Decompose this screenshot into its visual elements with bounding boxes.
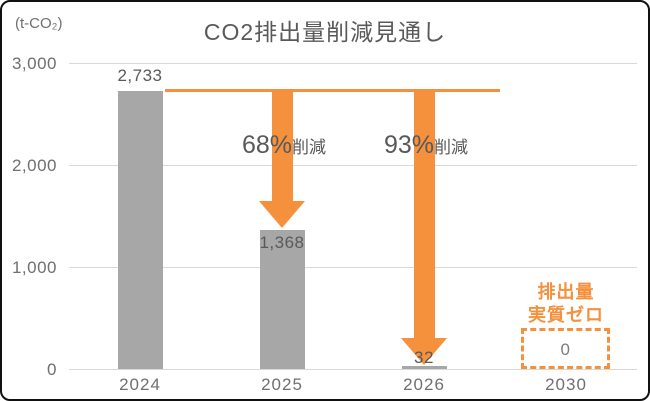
y-axis-tick-label: 1,000 bbox=[11, 257, 57, 277]
reduction-percent: 68% bbox=[241, 131, 293, 159]
y-axis-tick-label: 2,000 bbox=[11, 155, 57, 175]
baseline-line bbox=[165, 89, 500, 93]
bar-value-label: 2,733 bbox=[117, 65, 163, 85]
net-zero-label-line: 排出量 bbox=[537, 282, 595, 302]
reduction-arrow-shaft bbox=[413, 89, 435, 339]
x-axis-label-2030: 2030 bbox=[545, 375, 587, 394]
net-zero-value: 0 bbox=[560, 339, 571, 359]
gridline bbox=[69, 165, 637, 166]
gridline bbox=[69, 267, 637, 268]
bar-value-label: 32 bbox=[414, 348, 434, 368]
y-axis-tick-label: 0 bbox=[47, 359, 57, 379]
reduction-suffix: 削減 bbox=[434, 138, 469, 157]
reduction-arrow-head-icon bbox=[259, 201, 305, 229]
chart-title: CO2排出量削減見通し bbox=[203, 19, 447, 45]
bar-value-label: 1,368 bbox=[259, 232, 305, 252]
reduction-label: 93%削減 bbox=[384, 131, 468, 160]
reduction-label: 68%削減 bbox=[242, 131, 326, 160]
gridline bbox=[69, 369, 637, 370]
net-zero-box bbox=[521, 328, 610, 369]
bar-2025 bbox=[259, 229, 305, 370]
reduction-arrow-shaft bbox=[271, 89, 293, 203]
y-axis-unit-label: (t-CO₂) bbox=[15, 15, 63, 32]
x-axis-label-2025: 2025 bbox=[261, 375, 303, 394]
x-axis-label-2024: 2024 bbox=[119, 375, 161, 394]
y-axis-tick-label: 3,000 bbox=[11, 53, 57, 73]
reduction-suffix: 削減 bbox=[292, 138, 327, 157]
bar-2024 bbox=[117, 90, 163, 370]
reduction-arrow-head-icon bbox=[401, 337, 447, 365]
reduction-percent: 93% bbox=[383, 131, 435, 159]
net-zero-label-line: 実質ゼロ bbox=[528, 305, 604, 325]
bar-2026 bbox=[401, 366, 447, 370]
gridline bbox=[69, 63, 637, 64]
x-axis-label-2026: 2026 bbox=[403, 375, 445, 394]
